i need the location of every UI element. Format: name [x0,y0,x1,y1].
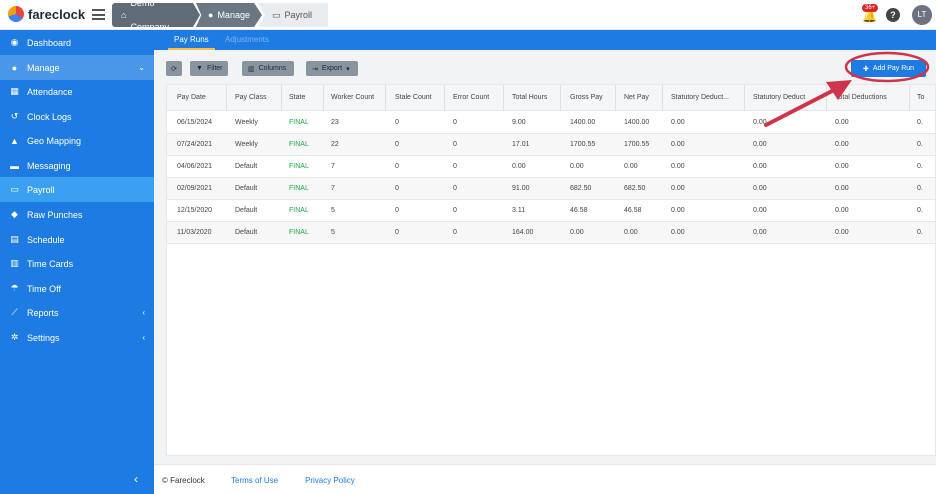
dashboard-icon: ◉ [10,37,19,47]
status-final: FINAL [289,119,309,126]
column-header[interactable]: To [917,94,925,101]
sidebar-item-geo-mapping[interactable]: ▲ Geo Mapping [10,135,82,146]
column-header[interactable]: Statutory Deduct [753,94,806,101]
sidebar-item-time-cards[interactable]: ▥ Time Cards [10,258,74,269]
column-header[interactable]: Worker Count [331,94,375,101]
chart-icon: ⟋ [11,307,18,317]
punch-icon: ◆ [11,209,18,219]
table-row[interactable]: 02/09/2021 Default FINAL 7 0 0 91.00 682… [167,178,935,200]
map-icon: ▲ [10,135,19,146]
sidebar-item-dashboard[interactable]: ◉ Dashboard [10,37,72,48]
breadcrumb: ⌂ Demo Company ● Manage ▭ Payroll [112,3,328,27]
table-row[interactable]: 04/06/2021 Default FINAL 7 0 0 0.00 0.00… [167,156,935,178]
column-header[interactable]: Pay Date [177,94,206,101]
table-row[interactable]: 11/03/2020 Default FINAL 5 0 0 164.00 0.… [167,222,935,244]
copyright: © Fareclock [162,476,205,485]
logo-text: fareclock [28,6,86,22]
filter-icon: ▼ [196,65,203,72]
avatar[interactable]: LT [912,5,932,25]
payroll-icon: ▭ [272,10,281,20]
sidebar-item-attendance[interactable]: ▦ Attendance [10,86,73,97]
export-button[interactable]: ⇥ Export ▾ [306,61,358,76]
user-icon: ● [208,10,214,20]
sidebar-item-manage[interactable]: ● Manage ⌄ [0,55,154,80]
table-row[interactable]: 07/24/2021 Weekly FINAL 22 0 0 17.01 170… [167,134,935,156]
collapse-sidebar-icon[interactable]: ‹ [134,472,138,486]
sidebar-item-payroll[interactable]: ▭ Payroll [0,177,154,202]
column-header[interactable]: Statutory Deduct... [671,94,729,101]
sidebar-item-raw-punches[interactable]: ◆ Raw Punches [11,209,83,220]
subnav: Pay Runs Adjustments [154,30,936,50]
home-icon: ⌂ [121,10,127,20]
user-icon: ● [11,62,18,73]
sidebar: ◉ Dashboard ● Manage ⌄ ▦ Attendance ↺ Cl… [0,30,154,494]
column-header[interactable]: Stale Count [395,94,432,101]
caret-down-icon: ▾ [346,65,350,73]
notification-badge: 36+ [862,4,879,12]
top-bar: fareclock ⌂ Demo Company ● Manage ▭ Payr… [0,0,936,30]
table-row[interactable]: 06/15/2024 Weekly FINAL 23 0 0 9.00 1400… [167,112,935,134]
status-final: FINAL [289,207,309,214]
sidebar-item-reports[interactable]: ⟋ Reports ‹ [11,307,145,318]
refresh-icon: ⟳ [171,65,177,73]
chevron-down-icon: ⌄ [138,63,145,72]
privacy-link[interactable]: Privacy Policy [305,476,355,485]
help-icon[interactable]: ? [886,8,900,22]
columns-icon: ▥ [248,65,255,73]
calendar-icon: ▤ [10,234,19,244]
filter-button[interactable]: ▼ Filter [190,61,228,76]
column-header[interactable]: Total Deductions [835,94,887,101]
column-header[interactable]: Net Pay [624,94,649,101]
footer: © Fareclock Terms of Use Privacy Policy [154,464,936,494]
chevron-left-icon: ‹ [142,308,145,317]
chevron-left-icon: ‹ [142,333,145,342]
column-header[interactable]: Total Hours [512,94,548,101]
column-header[interactable]: Pay Class [235,94,267,101]
breadcrumb-company[interactable]: ⌂ Demo Company [112,3,200,27]
timecard-icon: ▥ [10,258,19,268]
breadcrumb-manage[interactable]: ● Manage [196,3,262,27]
bell-icon: 🔔 [862,9,877,23]
chat-icon: ▬ [10,160,19,171]
tab-adjustments[interactable]: Adjustments [225,35,270,44]
beach-icon: ☂ [10,283,19,293]
history-icon: ↺ [10,111,19,121]
notifications-button[interactable]: 🔔 36+ [862,4,879,23]
column-header[interactable]: Error Count [453,94,490,101]
status-final: FINAL [289,141,309,148]
attendance-icon: ▦ [10,86,19,96]
pay-runs-table: Pay Date Pay Class State Worker Count St… [166,84,936,456]
column-header[interactable]: State [289,94,306,101]
tab-pay-runs[interactable]: Pay Runs [168,35,215,50]
refresh-button[interactable]: ⟳ [166,61,182,76]
column-header[interactable]: Gross Pay [570,94,603,101]
sidebar-item-clock-logs[interactable]: ↺ Clock Logs [10,111,72,122]
status-final: FINAL [289,185,309,192]
status-final: FINAL [289,229,309,236]
add-pay-run-button[interactable]: ✚ Add Pay Run [851,60,926,77]
menu-toggle-icon[interactable] [92,9,105,20]
gear-icon: ✲ [10,332,19,342]
payroll-icon: ▭ [10,184,19,194]
sidebar-item-schedule[interactable]: ▤ Schedule [10,234,65,245]
sidebar-item-time-off[interactable]: ☂ Time Off [10,283,62,294]
logo-icon [8,6,24,22]
table-row[interactable]: 12/15/2020 Default FINAL 5 0 0 3.11 46.5… [167,200,935,222]
fareclock-logo[interactable]: fareclock [8,6,85,22]
sidebar-item-settings[interactable]: ✲ Settings ‹ [10,332,145,343]
add-runner-icon: ✚ [862,65,869,73]
export-icon: ⇥ [312,65,318,73]
main-content: ⟳ ▼ Filter ▥ Columns ⇥ Export ▾ ✚ Add Pa… [154,50,936,464]
sidebar-item-messaging[interactable]: ▬ Messaging [10,160,71,171]
breadcrumb-payroll: ▭ Payroll [258,3,328,27]
status-final: FINAL [289,163,309,170]
columns-button[interactable]: ▥ Columns [242,61,294,76]
terms-link[interactable]: Terms of Use [231,476,279,485]
table-header: Pay Date Pay Class State Worker Count St… [167,85,935,111]
